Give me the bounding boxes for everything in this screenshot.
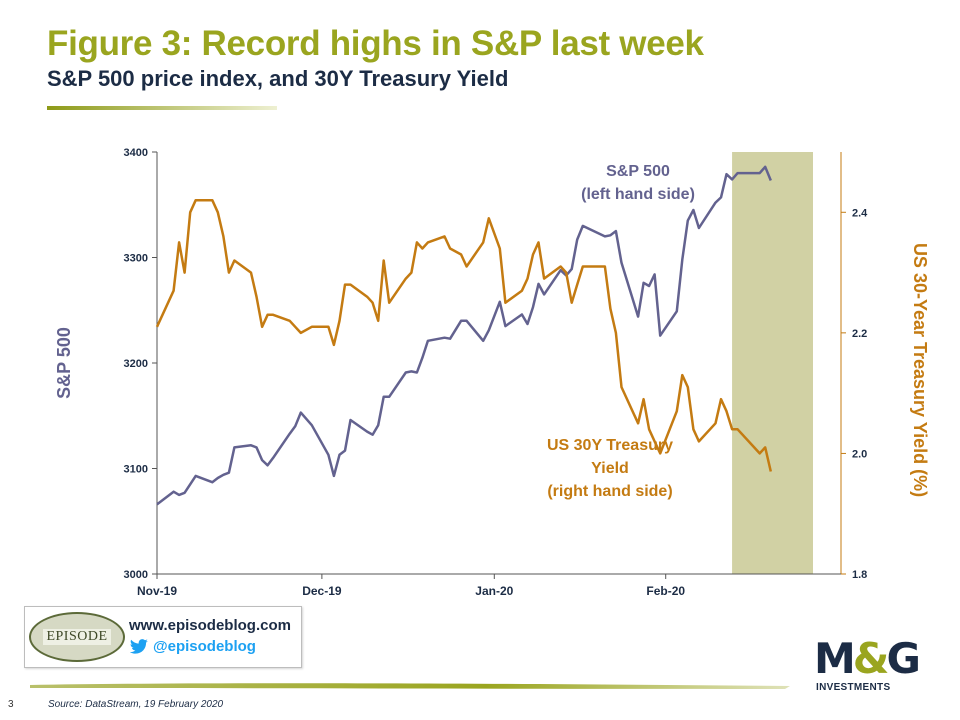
treasury-annotation-line: (right hand side) xyxy=(547,483,672,500)
annotations-layer: S&P 500 (left hand side) US 30Y Treasury Yi… xyxy=(547,163,695,500)
x-tick-label: Jan-20 xyxy=(475,584,513,598)
mg-investments-logo: M&G INVESTMENTS xyxy=(810,634,930,700)
right-y-tick-label: 2.2 xyxy=(852,328,867,340)
website-link[interactable]: www.episodeblog.com xyxy=(129,617,291,634)
ticks-layer: 3000 3100 3200 3300 3400 1.8 2.0 2.2 2.4 Nov-19 De… xyxy=(124,147,869,598)
x-tick-label: Dec-19 xyxy=(302,584,342,598)
treasury-series-line xyxy=(155,198,773,472)
left-y-tick-label: 3000 xyxy=(124,569,148,581)
mg-logo-m: M xyxy=(814,634,856,683)
footer-brushstroke xyxy=(30,683,790,689)
source-note: Source: DataStream, 19 February 2020 xyxy=(48,699,224,710)
episode-logo-text: EPISODE xyxy=(43,629,111,645)
highlight-period-layer xyxy=(732,152,813,574)
left-axis-title: S&P 500 xyxy=(54,327,74,399)
twitter-bird-icon xyxy=(129,638,148,654)
mg-logo-wordmark: M&G xyxy=(814,634,921,683)
sp500-series-line xyxy=(156,165,772,506)
x-tick-label: Feb-20 xyxy=(646,584,685,598)
highlight-period-band xyxy=(732,152,813,574)
mg-logo-ampersand: & xyxy=(852,634,890,683)
treasury-annotation-line: Yield xyxy=(591,460,629,477)
sp500-annotation-line: S&P 500 xyxy=(606,163,670,180)
title-underline xyxy=(47,106,277,110)
slide-title: Figure 3: Record highs in S&P last week xyxy=(47,24,704,63)
slide-subtitle: S&P 500 price index, and 30Y Treasury Yi… xyxy=(47,66,509,91)
series-layer xyxy=(155,165,773,506)
right-y-tick-label: 2.0 xyxy=(852,448,867,460)
treasury-annotation-line: US 30Y Treasury xyxy=(547,437,673,454)
left-y-tick-label: 3300 xyxy=(124,253,148,265)
episode-blog-badge[interactable]: EPISODE www.episodeblog.com @episodeblog xyxy=(24,606,302,668)
left-y-tick-label: 3200 xyxy=(124,358,148,370)
right-axis-title: US 30-Year Treasury Yield (%) xyxy=(910,243,930,497)
sp500-annotation-line: (left hand side) xyxy=(581,186,695,203)
twitter-handle[interactable]: @episodeblog xyxy=(153,638,256,655)
episode-logo: EPISODE xyxy=(29,612,125,662)
right-y-tick-label: 1.8 xyxy=(852,569,867,581)
x-tick-label: Nov-19 xyxy=(137,584,177,598)
mg-logo-subtitle: INVESTMENTS xyxy=(816,682,891,693)
right-y-tick-label: 2.4 xyxy=(852,207,868,219)
mg-logo-g: G xyxy=(886,634,921,683)
left-y-tick-label: 3100 xyxy=(124,464,148,476)
twitter-row[interactable]: @episodeblog xyxy=(129,638,256,655)
page-number: 3 xyxy=(8,699,14,710)
left-y-tick-label: 3400 xyxy=(124,147,148,159)
